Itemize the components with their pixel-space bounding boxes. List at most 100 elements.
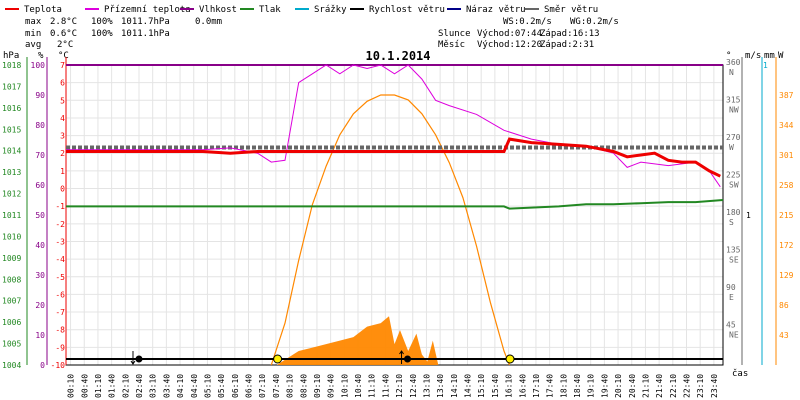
legend: Teplota Přízemní teplota Vlhkost Tlak Srážky… (5, 5, 598, 15)
tick-w: 129 (779, 271, 794, 280)
moonset-arrowhead (130, 360, 136, 365)
wind-speed-text: WS:0.2m/s (503, 17, 552, 27)
tick-w: 258 (779, 181, 794, 190)
legend-label-5: Rychlost větru (369, 5, 445, 15)
tick-x: 04:40 (190, 374, 199, 398)
tick-dir: 180 (726, 208, 741, 217)
tick-x: 01:10 (94, 374, 103, 398)
tick-x: 10:40 (354, 374, 363, 398)
tick-x: 05:40 (217, 374, 226, 398)
tick-x: 07:10 (258, 374, 267, 398)
gridlines (66, 64, 723, 366)
tick-hpa: 1017 (2, 82, 21, 91)
tick-w: 43 (779, 331, 789, 340)
tick-hpa: 1006 (2, 318, 21, 327)
tick-x: 08:10 (286, 374, 295, 398)
tick-x: 14:40 (464, 374, 473, 398)
sunset-marker (505, 354, 515, 364)
tick-w: 301 (779, 151, 794, 160)
legend-label-6: Náraz větru (466, 5, 526, 15)
tick-c: -5 (55, 273, 65, 282)
axis-units: hPa % °C ° m/s mm W (3, 51, 784, 61)
tick-dir: 225 (726, 171, 741, 180)
tick-c: 4 (60, 114, 65, 123)
tick-x: 14:10 (450, 374, 459, 398)
unit-pct: % (38, 51, 44, 61)
tick-c: -10 (51, 361, 66, 370)
tick-x: 22:40 (683, 374, 692, 398)
tick-x: 17:10 (532, 374, 541, 398)
tick-hpa: 1004 (2, 361, 21, 370)
moonrise-marker (404, 355, 412, 363)
tick-dir-label: NW (729, 106, 739, 115)
tick-x: 11:10 (368, 374, 377, 398)
tick-pct: 10 (35, 331, 45, 340)
tick-c: 3 (60, 132, 65, 141)
tick-x: 23:10 (696, 374, 705, 398)
sunset-text: Západ:16:13 (540, 29, 600, 39)
tick-x: 16:10 (505, 374, 514, 398)
tick-hpa: 1011 (2, 211, 21, 220)
tick-hpa: 1015 (2, 125, 21, 134)
tick-c: -2 (55, 220, 65, 229)
stat-min-hum: 100% (91, 29, 113, 39)
legend-label-1: Přízemní teplota (104, 5, 191, 15)
plot-area: 1018101710161015101410131012101110101009… (2, 57, 794, 398)
tick-ms: 1 (746, 211, 751, 220)
tick-pct: 70 (35, 151, 45, 160)
unit-w: W (778, 51, 784, 61)
series-temperature (66, 137, 721, 178)
tick-hpa: 1018 (2, 61, 21, 70)
tick-pct: 40 (35, 241, 45, 250)
sunrise-marker (273, 354, 283, 364)
legend-label-0: Teplota (24, 5, 62, 15)
unit-deg: ° (726, 51, 731, 61)
tick-pct: 60 (35, 181, 45, 190)
tick-x: 06:40 (245, 374, 254, 398)
tick-dir-label: N (729, 68, 734, 77)
wind-gust-text: WG:0.2m/s (570, 17, 619, 27)
tick-x: 18:10 (559, 374, 568, 398)
tick-hpa: 1008 (2, 275, 21, 284)
stat-max-hum: 100% (91, 17, 113, 27)
tick-c: -4 (55, 255, 65, 264)
tick-x: 12:10 (395, 374, 404, 398)
tick-x: 01:40 (108, 374, 117, 398)
tick-c: 7 (60, 61, 65, 70)
tick-c: -8 (55, 326, 65, 335)
tick-x: 11:40 (381, 374, 390, 398)
stat-max-temp: 2.8°C (50, 17, 77, 27)
stat-min-press: 1011.1hPa (121, 29, 170, 39)
tick-x: 09:40 (327, 374, 336, 398)
tick-w: 387 (779, 91, 794, 100)
series-radiation (270, 94, 511, 366)
tick-x: 03:40 (162, 374, 171, 398)
tick-x: 13:10 (422, 374, 431, 398)
moon-label: Měsíc (438, 40, 465, 50)
tick-hpa: 1005 (2, 340, 21, 349)
stat-min-temp: 0.6°C (50, 29, 77, 39)
tick-x: 23:40 (710, 374, 719, 398)
tick-c: 2 (60, 149, 65, 158)
tick-x: 21:40 (655, 374, 664, 398)
plot-frame (65, 64, 724, 366)
series (66, 64, 724, 366)
moonrise-arrowhead (399, 350, 404, 355)
tick-c: 0 (60, 185, 65, 194)
chart-title: 10.1.2014 (365, 49, 430, 63)
tick-pct: 80 (35, 121, 45, 130)
tick-c: -6 (55, 290, 65, 299)
tick-dir-label: NE (729, 331, 739, 340)
tick-x: 09:10 (313, 374, 322, 398)
unit-mm: mm (764, 51, 775, 61)
tick-pct: 50 (35, 211, 45, 220)
tick-dir: 315 (726, 96, 741, 105)
tick-pct: 100 (31, 61, 46, 70)
tick-pct: 90 (35, 91, 45, 100)
tick-labels: 1018101710161015101410131012101110101009… (2, 58, 794, 398)
stat-avg-label: avg (25, 40, 41, 50)
unit-ms: m/s (745, 51, 761, 61)
x-axis-label: čas (732, 368, 748, 379)
